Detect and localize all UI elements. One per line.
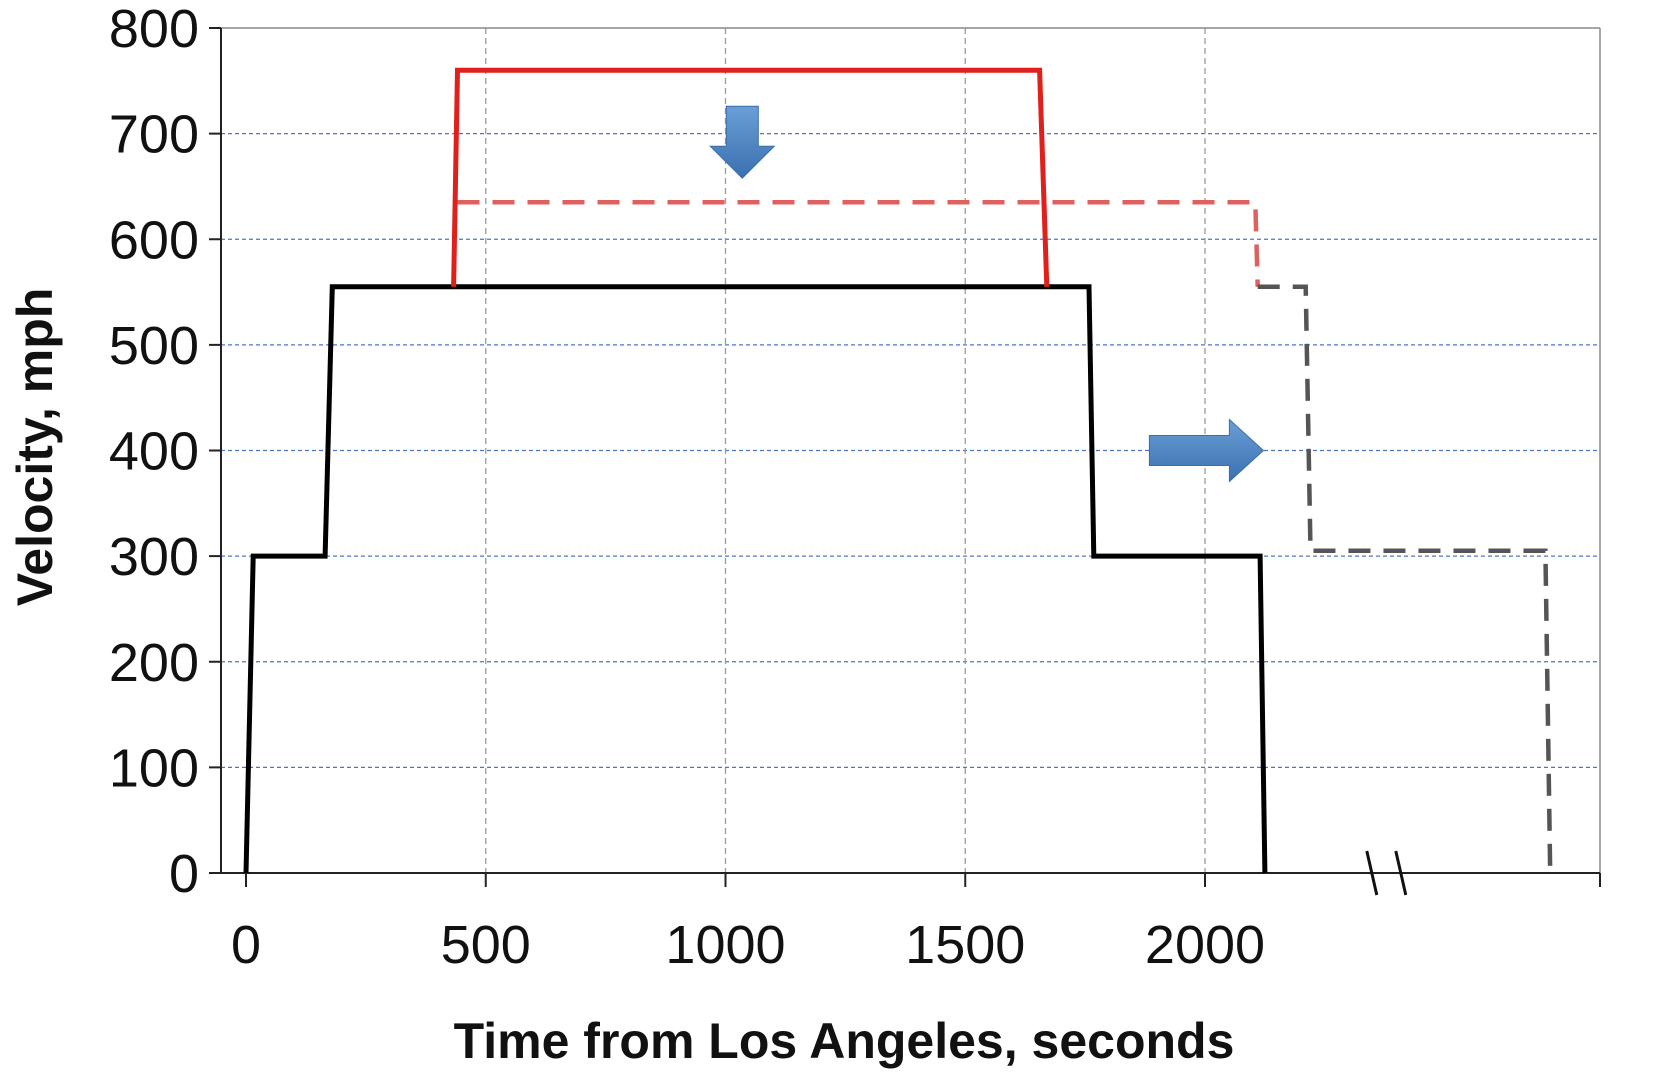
tick-label-layer: 0 100 200 300 400 500 600 700 800 0 500 1000 1500 200… bbox=[109, 0, 1265, 975]
x-tick-label: 500 bbox=[441, 915, 531, 975]
axis-break-mark bbox=[1365, 850, 1379, 896]
axis-break-mark bbox=[1394, 850, 1408, 896]
series-line-1 bbox=[243, 284, 1268, 874]
y-tick-label: 400 bbox=[109, 422, 199, 482]
series-line-2 bbox=[451, 67, 1050, 287]
series-line-4 bbox=[1257, 284, 1553, 874]
y-tick-label: 600 bbox=[109, 210, 199, 270]
x-tick-label: 1500 bbox=[905, 915, 1025, 975]
y-tick-label: 300 bbox=[109, 527, 199, 587]
y-tick-label: 700 bbox=[109, 105, 199, 165]
x-tick-label: 1000 bbox=[665, 915, 785, 975]
x-tick-label: 0 bbox=[231, 915, 261, 975]
right-arrow-icon bbox=[1148, 418, 1265, 483]
y-tick-label: 800 bbox=[109, 0, 199, 59]
y-tick-label: 200 bbox=[109, 633, 199, 693]
y-tick-label: 500 bbox=[109, 316, 199, 376]
grid-layer bbox=[221, 28, 1600, 873]
axes-layer bbox=[209, 27, 1601, 896]
down-arrow-icon bbox=[709, 105, 776, 179]
y-axis-title: Velocity, mph bbox=[7, 288, 63, 607]
series-line-3 bbox=[457, 200, 1260, 287]
x-axis-title: Time from Los Angeles, seconds bbox=[454, 1013, 1235, 1069]
series-layer bbox=[243, 67, 1553, 874]
x-tick-label: 2000 bbox=[1145, 915, 1265, 975]
y-tick-label: 0 bbox=[169, 844, 199, 904]
annotation-layer bbox=[709, 105, 1265, 483]
y-tick-label: 100 bbox=[109, 738, 199, 798]
